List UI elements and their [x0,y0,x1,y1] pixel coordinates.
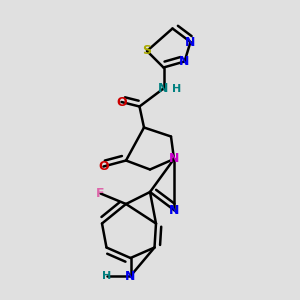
Text: N: N [179,55,190,68]
Text: H: H [172,83,182,94]
Text: N: N [169,203,179,217]
Text: S: S [142,44,152,58]
Text: O: O [98,160,109,173]
Text: O: O [116,95,127,109]
Text: H: H [102,271,111,281]
Text: N: N [169,152,179,166]
Text: N: N [158,82,169,95]
Text: N: N [125,269,136,283]
Text: N: N [185,35,196,49]
Text: F: F [96,187,105,200]
